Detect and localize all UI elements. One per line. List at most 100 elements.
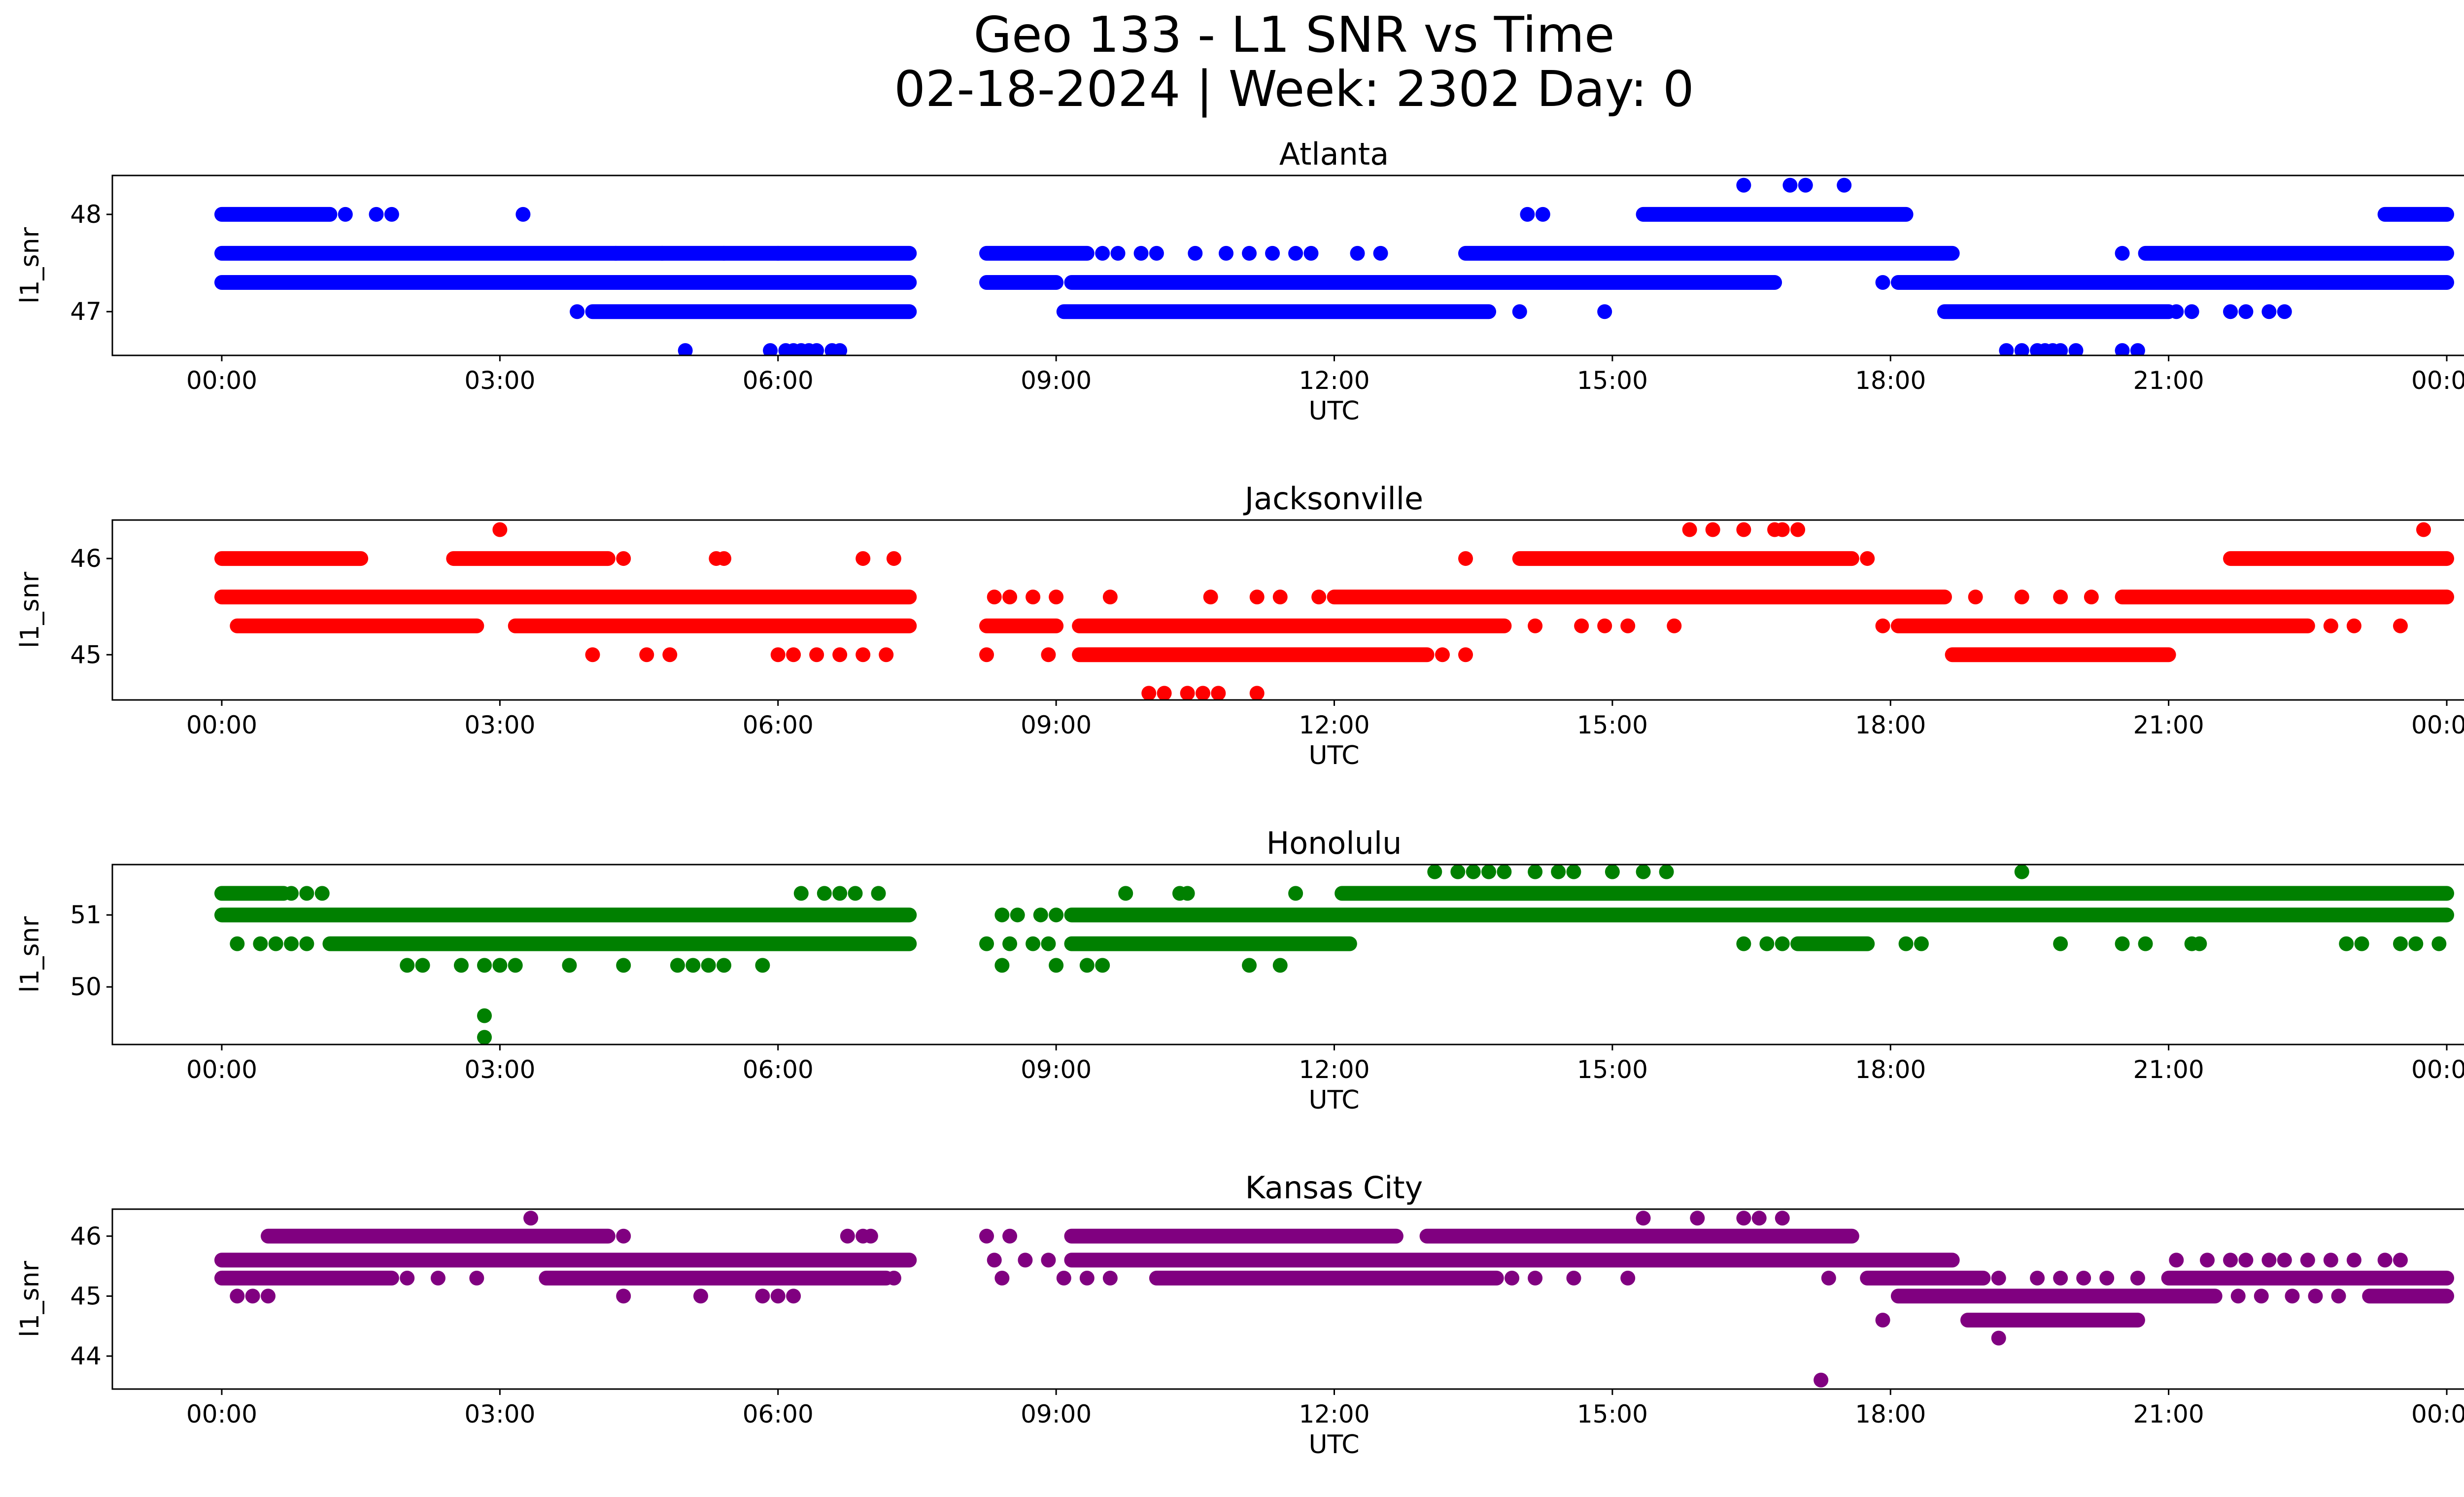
x-tick-label: 12:00 <box>1299 711 1369 739</box>
data-point <box>1466 865 1481 879</box>
y-tick-label: 47 <box>70 297 102 326</box>
subplot-title: Jacksonville <box>1243 481 1423 517</box>
data-point <box>840 1228 855 1244</box>
data-point <box>523 1211 539 1226</box>
x-tick-label: 21:00 <box>2133 1055 2204 1084</box>
data-point <box>2377 1253 2393 1268</box>
data-point <box>1203 590 1218 605</box>
data-point <box>1056 1270 1071 1286</box>
data-point <box>1095 958 1110 973</box>
data-point <box>1875 618 1890 633</box>
data-point <box>1458 647 1473 662</box>
subplot-jacksonville: Jacksonville 00:00 03:00 06:00 09:00 12:00 15:… <box>15 481 2464 770</box>
y-tick-label: 51 <box>70 901 102 929</box>
data-point <box>1350 245 1365 261</box>
data-point <box>261 1288 276 1304</box>
data-point <box>994 907 1010 923</box>
data-point <box>1597 618 1612 633</box>
data-point <box>832 647 848 662</box>
data-point <box>477 1008 492 1023</box>
data-point <box>717 958 732 973</box>
data-point <box>1249 590 1265 605</box>
x-tick-label: 00:00 <box>186 1400 257 1428</box>
data-point <box>770 1288 786 1304</box>
data-point <box>1033 907 1048 923</box>
x-tick-label: 15:00 <box>1577 366 1648 395</box>
axes-frame <box>111 519 2464 701</box>
data-point <box>616 1228 631 1244</box>
data-point <box>1821 1270 1836 1286</box>
data-point <box>1566 1270 1581 1286</box>
x-tick-label: 12:00 <box>1299 1055 1369 1084</box>
y-tick-label: 46 <box>70 1222 102 1251</box>
data-point <box>871 886 886 901</box>
data-point <box>2223 1253 2238 1268</box>
data-point <box>2300 1253 2315 1268</box>
data-point <box>654 245 670 261</box>
y-axis-label: l1_snr <box>15 571 45 648</box>
data-point <box>1574 618 1589 633</box>
data-point <box>2115 343 2130 355</box>
data-point <box>1018 1253 1033 1268</box>
data-point <box>1079 958 1095 973</box>
data-point <box>245 1288 260 1304</box>
x-tick-label: 00:00 <box>186 366 257 395</box>
data-point <box>400 1270 415 1286</box>
data-point <box>770 647 786 662</box>
data-point <box>2339 936 2354 951</box>
data-point <box>2354 936 2369 951</box>
data-point <box>994 1270 1010 1286</box>
data-point <box>987 1253 1002 1268</box>
y-tick-label: 45 <box>70 640 102 669</box>
y-tick-label: 44 <box>70 1342 102 1370</box>
data-point <box>1049 907 1064 923</box>
data-point <box>1041 936 1056 951</box>
y-axis-label: l1_snr <box>15 227 45 304</box>
y-tick-label: 50 <box>70 973 102 1001</box>
data-point <box>2261 1253 2277 1268</box>
x-tick-label: 06:00 <box>743 366 814 395</box>
x-tick-label: 06:00 <box>743 1055 814 1084</box>
x-tick-label: 09:00 <box>1021 1055 1092 1084</box>
data-point <box>1505 1270 1520 1286</box>
data-point <box>585 647 600 662</box>
data-point <box>1041 647 1056 662</box>
data-point <box>1528 618 1543 633</box>
data-point <box>562 958 577 973</box>
data-point <box>1875 275 1890 290</box>
x-axis-label: UTC <box>1308 396 1359 426</box>
data-point <box>515 207 531 222</box>
data-point <box>886 551 901 566</box>
x-axis-label: UTC <box>1308 741 1359 770</box>
axes-frame <box>111 174 2464 356</box>
data-point <box>1002 1228 1018 1244</box>
data-point <box>1373 245 1388 261</box>
data-point <box>1551 865 1566 879</box>
x-tick-label: 00:00 <box>186 1055 257 1084</box>
data-point <box>1682 522 1697 537</box>
data-point <box>879 647 894 662</box>
data-point <box>832 343 848 355</box>
data-point <box>616 551 631 566</box>
data-point <box>2200 1253 2215 1268</box>
data-point <box>979 936 994 951</box>
data-point <box>384 207 399 222</box>
data-point <box>1272 958 1288 973</box>
x-tick-label: 00:00 <box>2411 1055 2464 1084</box>
data-point <box>832 886 848 901</box>
data-point <box>1026 936 1041 951</box>
data-point <box>1636 1211 1651 1226</box>
data-point <box>1659 865 1674 879</box>
data-point <box>1265 245 1280 261</box>
data-point <box>1133 245 1149 261</box>
data-point <box>2285 1288 2300 1304</box>
data-point <box>2068 343 2084 355</box>
data-point <box>1775 936 1790 951</box>
data-point <box>1512 304 1527 319</box>
subplot-title: Kansas City <box>1245 1170 1423 1206</box>
subplot-panels: Atlanta 00:00 03:00 06:00 09:00 12:00 15:00 18:… <box>15 136 2464 1460</box>
data-point <box>2323 618 2338 633</box>
data-point <box>1814 1372 1829 1388</box>
